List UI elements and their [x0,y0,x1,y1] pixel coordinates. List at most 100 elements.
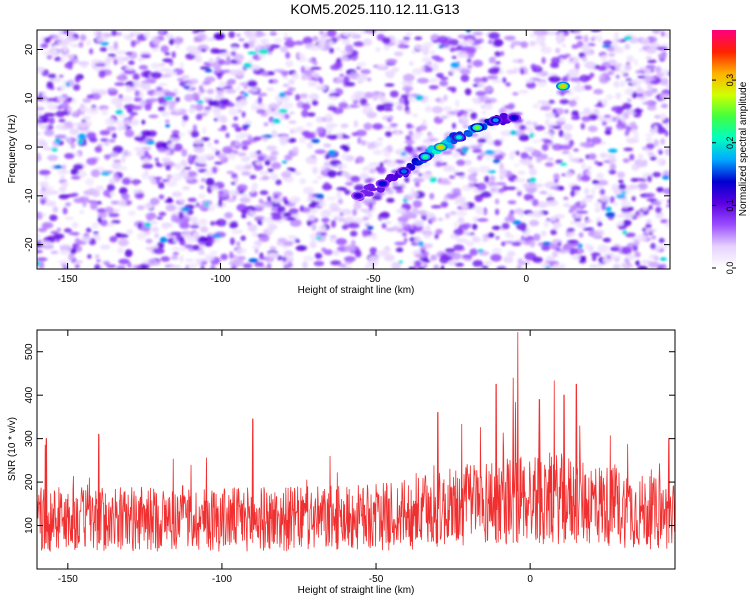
spectrogram-cell [636,93,644,97]
spectrogram-cell [489,175,496,182]
spectrogram-cell [491,225,502,230]
spectrogram-cell [407,81,414,86]
ridge-peak [401,169,407,174]
spectrogram-cell [613,201,618,207]
spectrogram-cell [541,105,552,111]
spectrogram-cell [570,157,580,163]
spectrogram-cell [488,67,500,75]
spectrogram-cell [247,224,258,232]
spectrogram-cell [217,74,222,80]
spectrogram-cell [125,51,133,56]
spectrogram-cell [597,221,603,227]
spectrogram-cell [450,192,462,197]
spectrogram-cell [125,85,131,93]
spectrogram-cell [156,86,163,92]
spectrogram-cell [659,112,667,121]
spectrogram-cell [129,86,138,92]
spectrogram-cell [481,110,487,115]
spectrogram-cell [197,100,204,104]
spectrogram-cell [253,136,262,141]
spectrogram-cell [55,110,66,118]
ridge-peak [456,135,462,140]
spectrogram-cell [564,53,571,58]
spectrogram-cell [488,56,496,64]
spectrogram-cell [602,44,612,48]
spectrogram-cell [476,154,483,161]
spectrogram-cell [219,98,230,106]
spectrogram-cell [113,59,119,65]
spectrogram-cell [229,189,240,197]
spectrogram-cell [297,53,306,59]
spectrogram-cell [37,111,42,117]
spectrogram-cell [488,39,493,45]
spectrogram-cell [612,263,621,269]
spectrogram-cell [664,130,669,137]
spectrogram-cell [442,165,455,172]
spectrogram-cell [455,99,460,108]
spectrogram-cell [105,62,111,68]
spectrogram-cell [557,37,564,42]
spectrogram-cell [266,51,273,55]
spectrogram-cell [646,198,658,202]
spectrogram-cell [182,231,194,239]
spectrogram-cell [309,45,321,52]
spectrogram-cell [430,205,442,209]
spectrogram-cell [642,43,648,47]
spectrogram-cell [519,124,527,131]
spectrogram-cell [117,199,127,207]
spectrogram-cell [144,222,152,228]
spectrogram-cell [323,161,331,167]
spectrogram-cell [485,157,492,161]
spectrogram-cell [336,133,343,139]
spectrogram-cell [262,136,269,142]
spectrogram-cell [278,108,288,114]
spectrogram-cell [57,260,69,264]
spectrogram-cell [124,129,135,138]
spectrogram-cell [97,89,108,96]
spectrogram-cell [607,59,617,65]
spectrogram-cell [194,55,203,63]
spectrogram-cell [325,116,332,123]
spectrogram-cell [212,166,218,174]
spectrogram-cell [602,40,613,46]
spectrogram-cell [316,205,321,209]
spectrogram-cell [176,77,186,82]
spectrogram-cell [414,220,425,227]
spectrogram-cell [529,132,534,138]
spectrogram-cell [116,166,128,171]
spectrogram-cell [541,241,552,246]
spectrogram-cell [70,248,77,255]
spectrogram-cell [173,36,184,45]
spectrogram-cell [582,227,595,231]
spectrogram-cell [440,181,452,185]
spectrogram-cell [179,255,184,263]
spectrogram-cell [424,105,432,113]
spectrogram-cell [544,118,550,127]
spectrogram-cell [119,125,127,130]
spectrogram-cell [577,247,583,255]
spectrogram-cell [123,34,131,39]
spectrogram-cell [104,206,114,214]
spectrogram-cell [637,80,646,83]
spectrogram-cell [342,171,350,176]
spectrogram-cell [301,103,311,110]
spectrogram-cell [134,90,140,97]
spectrogram-cell [422,51,429,56]
spectrogram-ridge [351,81,570,201]
spectrogram-cell [229,221,239,229]
spectrogram-cell [630,121,637,129]
spectrogram-cell [58,74,64,78]
spectrogram-cell [288,120,297,124]
spectrogram-cell [199,66,211,70]
spectrogram-cell [249,211,257,216]
spectrogram-cell [78,196,90,203]
ridge-cell [364,191,374,197]
spectrogram-cell [74,264,80,269]
spectrogram-cell [86,157,98,166]
spectrogram-cell [57,170,70,175]
spectrogram-cell [637,96,647,100]
spectrogram-cell [445,248,456,253]
x-tick-label: -100 [210,274,230,285]
spectrogram-cell [618,183,627,190]
spectrogram-cell [260,201,273,205]
